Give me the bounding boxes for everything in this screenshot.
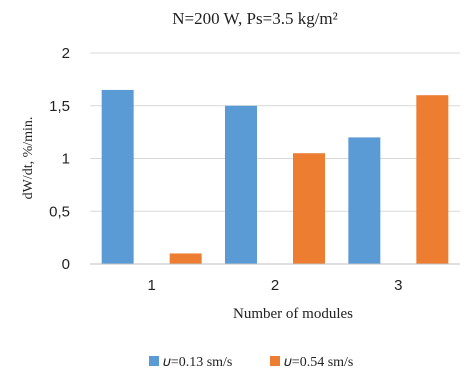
bar (169, 253, 202, 264)
x-tick-label: 1 (147, 277, 155, 294)
x-axis-tick-labels: 1 2 3 (147, 277, 402, 294)
y-tick-label: 0 (62, 256, 70, 273)
y-tick-label: 0,5 (49, 203, 70, 220)
y-axis-label: dW/dt, %/min. (21, 117, 36, 200)
y-tick-label: 2 (62, 45, 70, 62)
bar (348, 137, 381, 264)
x-tick-label: 3 (394, 277, 402, 294)
y-tick-label: 1 (62, 151, 70, 168)
legend: 𝜐=0.13 sm/s 𝜐=0.54 sm/s (149, 355, 353, 370)
y-tick-label: 1,5 (49, 98, 70, 115)
bar (293, 153, 325, 264)
x-axis-label: Number of modules (233, 306, 353, 322)
legend-swatch (149, 356, 159, 366)
chart-title: N=200 W, Ps=3.5 kg/m² (172, 9, 338, 28)
bar (225, 105, 257, 264)
legend-swatch (270, 356, 280, 366)
legend-label: 𝜐=0.54 sm/s (284, 355, 353, 370)
y-axis-tick-labels: 0 0,5 1 1,5 2 (49, 45, 70, 273)
bar (101, 89, 134, 264)
bars (101, 89, 449, 264)
bar (416, 95, 449, 264)
legend-label: 𝜐=0.13 sm/s (163, 355, 232, 370)
gridlines (90, 52, 460, 212)
x-tick-label: 2 (271, 277, 279, 294)
